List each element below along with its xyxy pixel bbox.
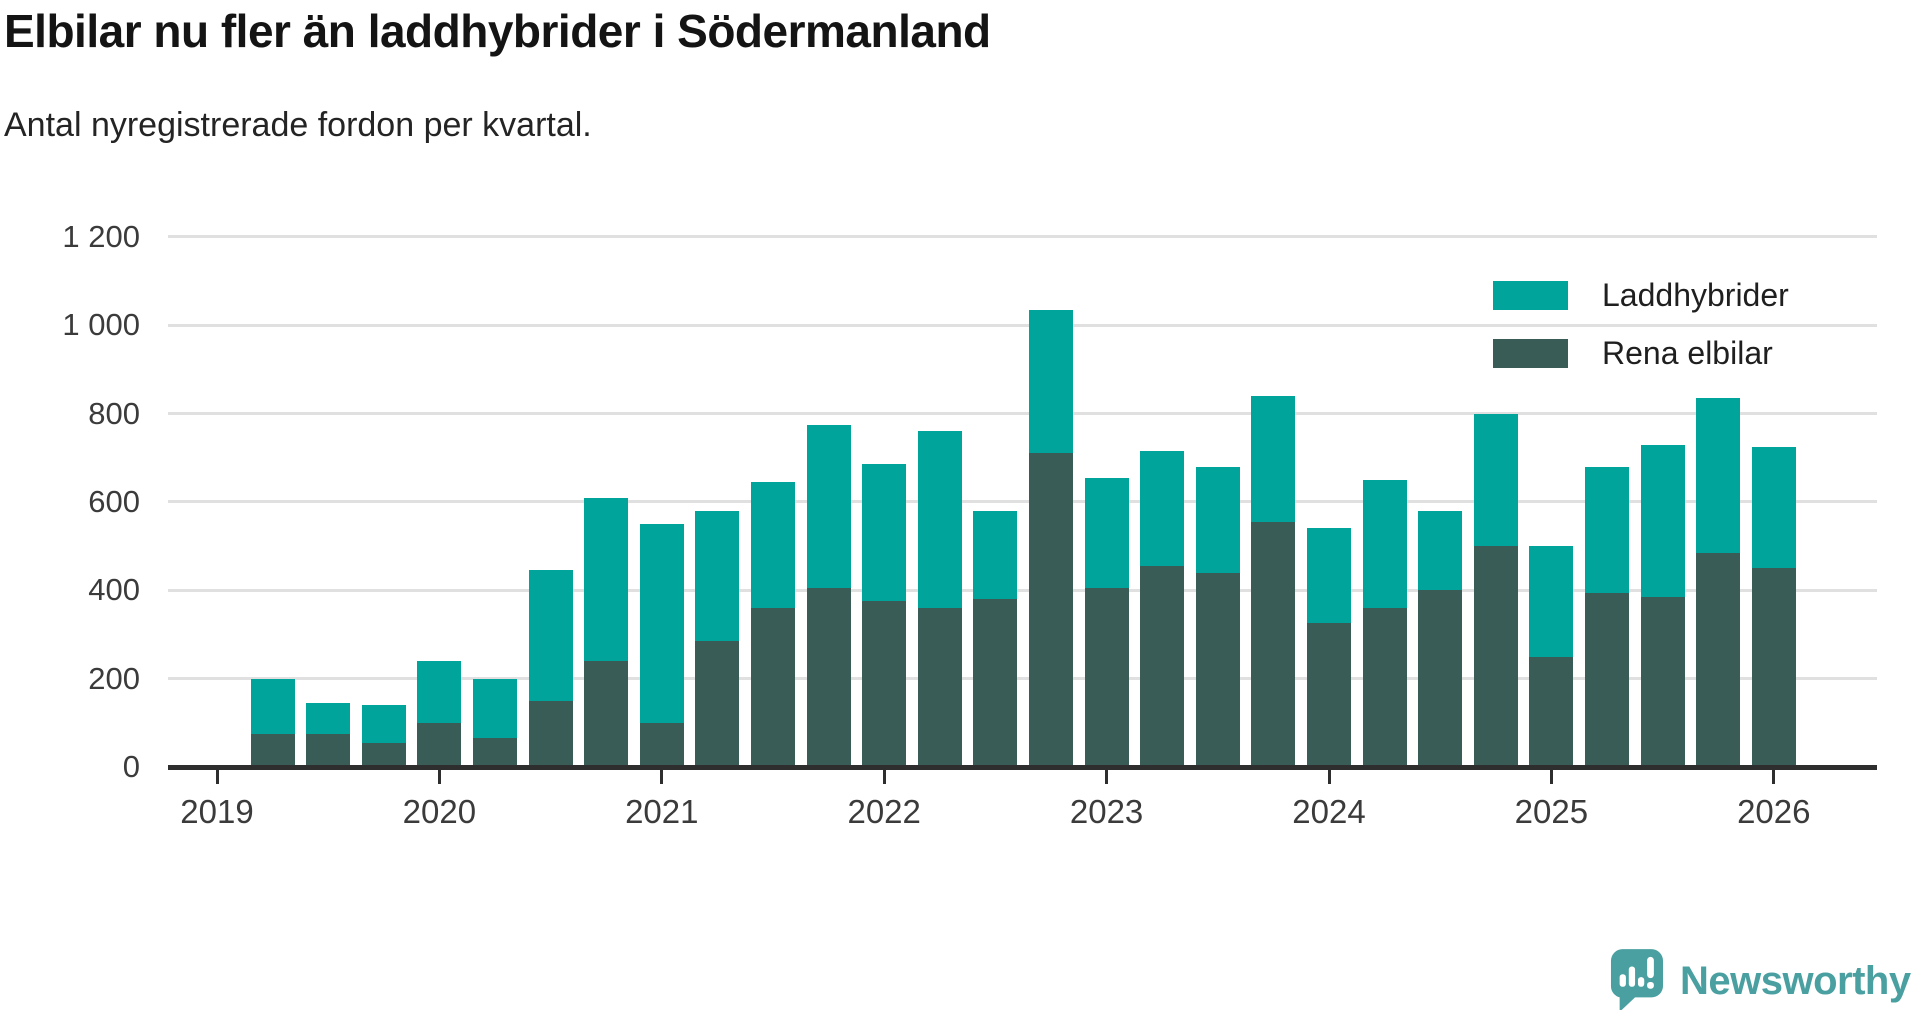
bar-segment-rena-elbilar [695,641,740,767]
bar-segment-rena-elbilar [806,588,851,767]
bar-segment-rena-elbilar [250,733,295,767]
y-axis-tick-label: 0 [122,749,140,784]
chart-subtitle: Antal nyregistrerade fordon per kvartal. [4,106,592,144]
bar-segment-rena-elbilar [473,738,517,767]
bar-segment-laddhybrider [584,497,629,661]
bar-segment-rena-elbilar [1418,590,1463,767]
y-axis-tick-label: 1 200 [62,218,140,254]
legend-item-laddhybrider: Laddhybrider [1493,277,1789,313]
y-axis-tick-label: 200 [88,660,140,696]
bar-segment-rena-elbilar [361,742,406,767]
bar-segment-laddhybrider [250,678,295,734]
bar-segment-rena-elbilar [528,700,573,767]
bar-segment-laddhybrider [1307,528,1351,624]
bar-segment-laddhybrider [1751,446,1796,569]
bar-segment-rena-elbilar [1140,566,1185,767]
bar-segment-rena-elbilar [639,722,684,767]
legend: Laddhybrider Rena elbilar [1493,277,1789,371]
x-axis-tick-label: 2022 [847,793,921,830]
bar-segment-rena-elbilar [1362,607,1407,767]
x-axis-tick [437,770,441,784]
bar-segment-rena-elbilar [1251,521,1296,767]
x-axis-tick [1772,770,1776,784]
bar-segment-laddhybrider [361,705,406,743]
chart-title: Elbilar nu fler än laddhybrider i Söderm… [4,5,991,57]
legend-item-rena-elbilar: Rena elbilar [1493,335,1789,371]
bar-segment-rena-elbilar [862,601,907,767]
newsworthy-wordmark: Newsworthy [1680,958,1911,1003]
bar-segment-rena-elbilar [1195,572,1240,767]
bar-segment-laddhybrider [862,464,907,602]
bar-segment-rena-elbilar [306,733,351,767]
gridline-1200 [168,235,1877,239]
x-axis-tick-label: 2026 [1737,793,1811,830]
bar-segment-rena-elbilar [1696,552,1741,767]
bar-segment-laddhybrider [917,431,962,608]
x-axis-tick-label: 2023 [1069,793,1144,830]
bar-segment-rena-elbilar [417,722,462,767]
bar-segment-laddhybrider [1473,413,1518,547]
bar-segment-rena-elbilar [1029,453,1073,767]
bar-segment-laddhybrider [1696,398,1741,553]
bar-segment-laddhybrider [1418,510,1463,591]
x-axis-tick [1327,770,1331,784]
bar-segment-rena-elbilar [917,607,962,767]
x-axis-tick [1549,770,1553,784]
bar-segment-rena-elbilar [1751,568,1796,767]
gridline-1000 [168,323,1877,327]
bar-segment-laddhybrider [1585,466,1629,593]
legend-label-rena-elbilar: Rena elbilar [1602,335,1773,371]
newsworthy-logo: Newsworthy [1610,948,1911,1010]
legend-swatch-laddhybrider [1493,281,1568,310]
bar-segment-laddhybrider [751,482,795,608]
bar-segment-rena-elbilar [1529,656,1574,767]
x-axis-tick-label: 2020 [402,793,477,830]
y-axis-tick-label: 600 [88,483,140,519]
bar-segment-rena-elbilar [584,660,629,767]
bar-segment-laddhybrider [1251,395,1296,522]
bar-segment-laddhybrider [639,524,684,723]
bar-segment-laddhybrider [1084,477,1129,589]
bar-segment-laddhybrider [1029,309,1073,454]
gridline-200 [168,677,1877,681]
bar-segment-laddhybrider [306,702,351,734]
bar-segment-rena-elbilar [973,599,1018,767]
legend-label-laddhybrider: Laddhybrider [1602,277,1789,313]
x-axis-tick [882,770,886,784]
gridline-400 [168,588,1877,592]
newsworthy-icon [1610,949,1664,1010]
bar-segment-rena-elbilar [1473,546,1518,767]
bar-segment-rena-elbilar [751,607,795,767]
x-axis-tick [1105,770,1109,784]
bar-segment-rena-elbilar [1307,623,1351,767]
bar-segment-laddhybrider [806,424,851,589]
x-axis-tick-label: 2025 [1514,793,1589,830]
bar-segment-laddhybrider [528,570,573,701]
bar-segment-laddhybrider [695,510,740,642]
bar-segment-laddhybrider [417,660,462,723]
bar-segment-rena-elbilar [1084,588,1129,767]
x-axis-tick [215,770,219,784]
x-axis-tick-label: 2024 [1292,793,1366,830]
x-axis-tick-label: 2019 [180,793,254,830]
bar-segment-laddhybrider [973,510,1018,600]
bar-segment-laddhybrider [1529,546,1574,657]
x-axis-tick-label: 2021 [625,793,699,830]
legend-swatch-rena-elbilar [1493,339,1568,368]
y-axis-tick-label: 1 000 [62,307,140,343]
y-axis-tick-label: 800 [88,395,140,431]
x-axis-tick [660,770,664,784]
gridline-800 [168,412,1877,416]
x-axis-line [168,765,1877,770]
y-axis-tick-label: 400 [88,572,140,608]
bar-segment-laddhybrider [1640,444,1685,597]
bar-segment-rena-elbilar [1585,592,1629,767]
gridline-600 [168,500,1877,504]
bar-segment-laddhybrider [1362,479,1407,608]
bar-segment-laddhybrider [1140,451,1185,566]
bar-segment-laddhybrider [1195,466,1240,573]
bar-segment-laddhybrider [473,678,517,739]
bar-segment-rena-elbilar [1640,596,1685,767]
